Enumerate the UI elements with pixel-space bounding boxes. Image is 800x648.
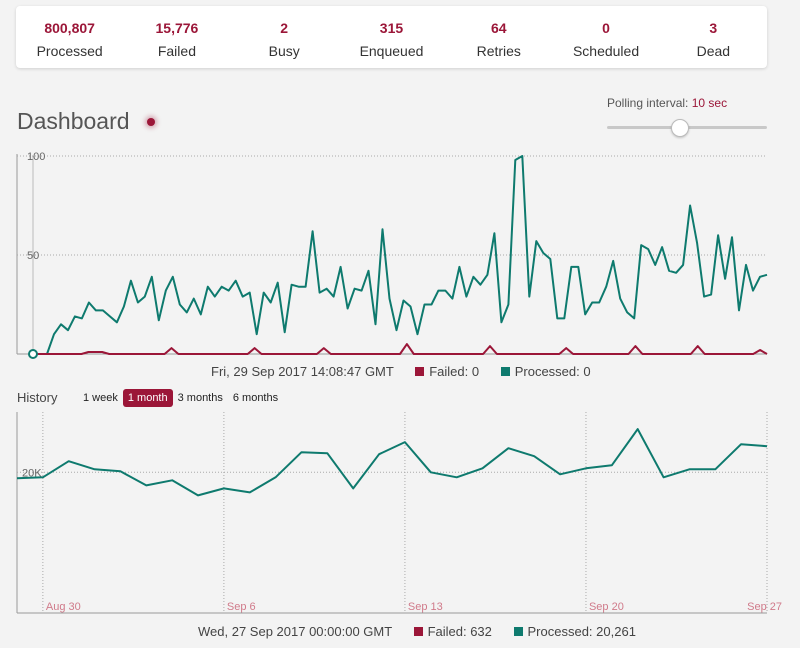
y-tick-label: 20K: [22, 467, 42, 479]
x-tick-label: Sep 27: [747, 601, 782, 613]
processed-swatch-icon: [513, 627, 523, 636]
stat-value: 2: [280, 20, 289, 36]
stat-value: 315: [379, 20, 404, 36]
page-title: Dashboard: [17, 108, 130, 134]
stat-processed[interactable]: 800,807 Processed: [16, 6, 123, 68]
tab-1-month[interactable]: 1 month: [122, 389, 173, 407]
hover-marker-icon: [28, 349, 38, 359]
x-tick-label: Aug 30: [46, 601, 81, 613]
stat-value: 800,807: [44, 20, 95, 36]
tab-1-week[interactable]: 1 week: [83, 392, 118, 404]
stat-label: Dead: [696, 43, 731, 59]
x-tick-label: Sep 20: [589, 601, 624, 613]
stat-scheduled[interactable]: 0 Scheduled: [552, 6, 659, 68]
series-line-processed: [16, 428, 768, 497]
live-beacon-icon: [147, 118, 155, 126]
stat-value: 0: [602, 20, 610, 36]
realtime-legend-time: Fri, 29 Sep 2017 14:08:47 GMT: [211, 364, 394, 379]
history-legend-failed: Failed: 632: [427, 624, 492, 639]
stat-enqueued[interactable]: 315 Enqueued: [338, 6, 445, 68]
history-label: History: [17, 390, 58, 405]
stats-bar: 800,807 Processed 15,776 Failed 2 Busy 3…: [16, 6, 767, 68]
polling-interval-label: Polling interval: 10 sec: [607, 96, 727, 110]
stat-label: Enqueued: [359, 43, 424, 59]
stat-dead[interactable]: 3 Dead: [660, 6, 767, 68]
realtime-legend: Fri, 29 Sep 2017 14:08:47 GMT Failed: 0 …: [211, 364, 591, 379]
stat-failed[interactable]: 15,776 Failed: [123, 6, 230, 68]
polling-value: 10 sec: [691, 96, 728, 110]
stat-label: Busy: [268, 43, 300, 59]
stat-busy[interactable]: 2 Busy: [231, 6, 338, 68]
history-legend: Wed, 27 Sep 2017 00:00:00 GMT Failed: 63…: [198, 624, 636, 639]
polling-label-text: Polling interval:: [607, 96, 689, 110]
stat-value: 15,776: [155, 20, 199, 36]
stat-label: Retries: [476, 43, 521, 59]
y-tick-label: 100: [27, 151, 45, 163]
history-range-tabs: 1 week 1 month 3 months 6 months: [78, 389, 283, 407]
tab-6-months[interactable]: 6 months: [232, 392, 279, 404]
series-line-processed: [33, 155, 768, 355]
stat-value: 64: [490, 20, 507, 36]
realtime-legend-failed: Failed: 0: [429, 364, 480, 379]
polling-slider-thumb[interactable]: [671, 119, 689, 137]
failed-swatch-icon: [415, 367, 425, 376]
failed-swatch-icon: [413, 627, 423, 636]
processed-swatch-icon: [500, 367, 510, 376]
y-tick-label: 50: [27, 250, 39, 262]
stat-label: Scheduled: [572, 43, 640, 59]
history-legend-time: Wed, 27 Sep 2017 00:00:00 GMT: [198, 624, 392, 639]
history-legend-processed: Processed: 20,261: [527, 624, 636, 639]
stat-label: Processed: [36, 43, 103, 59]
stat-retries[interactable]: 64 Retries: [445, 6, 552, 68]
tab-3-months[interactable]: 3 months: [177, 392, 223, 404]
x-tick-label: Sep 13: [408, 601, 443, 613]
stat-value: 3: [709, 20, 718, 36]
x-tick-label: Sep 6: [227, 601, 256, 613]
stat-label: Failed: [157, 43, 196, 59]
realtime-legend-processed: Processed: 0: [514, 364, 591, 379]
series-line-failed: [33, 343, 768, 355]
